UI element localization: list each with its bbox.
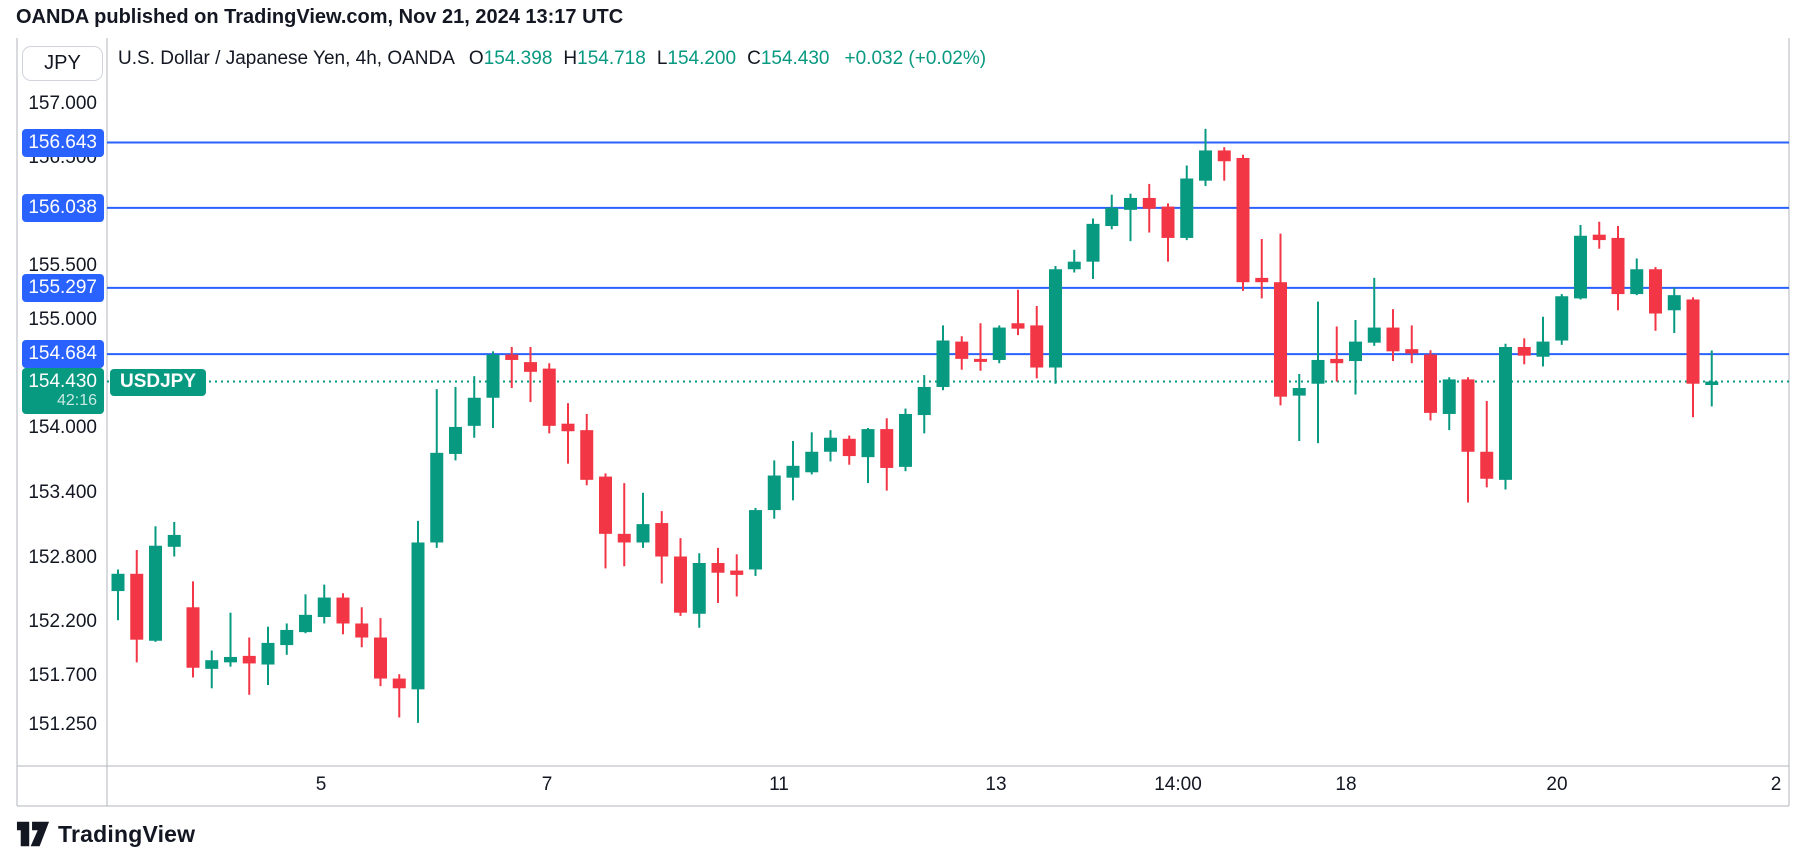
time-axis-label: 11 (769, 774, 789, 795)
price-level-badge: 156.038 (22, 193, 104, 222)
ohlc-low: L154.200 (656, 48, 737, 69)
price-axis: 157.000 156.500 155.500 155.000 154.000 153.4… (0, 0, 104, 806)
price-axis-label: 152.800 (28, 546, 97, 568)
price-axis-label: 152.200 (28, 611, 97, 633)
price-change: +0.032 (+0.02%) (844, 48, 987, 69)
time-axis-label: 7 (541, 774, 553, 795)
ohlc-close: C154.430 (747, 48, 830, 69)
price-axis-label: 151.700 (28, 665, 97, 687)
price-level-badge: 154.684 (22, 340, 104, 369)
bar-countdown: 42:16 (56, 391, 97, 409)
price-axis-label: 155.000 (28, 309, 97, 330)
time-axis-label: 14:00 (1154, 774, 1202, 795)
tradingview-logo-icon (16, 821, 50, 847)
publish-attribution: OANDA published on TradingView.com, Nov … (16, 6, 624, 28)
price-axis-label: 154.000 (28, 417, 97, 438)
ohlc-open: O154.398 (468, 48, 553, 69)
ohlc-high: H154.718 (563, 48, 646, 69)
currency-toggle-badge[interactable]: JPY (22, 46, 103, 81)
symbol-title-bar: U.S. Dollar / Japanese Yen, 4h, OANDA O1… (118, 46, 986, 72)
time-axis-label: 18 (1335, 774, 1357, 795)
symbol-title: U.S. Dollar / Japanese Yen, 4h, OANDA (118, 48, 455, 69)
tradingview-logo[interactable]: TradingView (16, 820, 195, 848)
price-axis-label: 157.000 (28, 93, 97, 114)
time-axis-label: 2 (1770, 774, 1782, 795)
time-axis-label: 5 (315, 774, 327, 795)
price-level-badge: 155.297 (22, 273, 104, 302)
tradingview-logo-text: TradingView (58, 820, 196, 847)
price-axis-label: 153.400 (28, 481, 97, 503)
price-axis-label: 151.250 (28, 714, 97, 735)
price-level-badge: 156.643 (22, 128, 104, 157)
price-axis-label: 155.500 (28, 255, 97, 276)
time-axis-label: 13 (985, 774, 1007, 795)
currency-toggle-label: JPY (44, 52, 81, 74)
time-axis-label: 20 (1546, 774, 1568, 795)
price-line-symbol-badge: USDJPY (110, 368, 207, 396)
current-price-badge: 154.430 42:16 (22, 367, 104, 414)
time-axis: 5 7 11 13 14:00 18 20 2 (0, 768, 1793, 804)
current-price-value: 154.430 (28, 370, 97, 392)
